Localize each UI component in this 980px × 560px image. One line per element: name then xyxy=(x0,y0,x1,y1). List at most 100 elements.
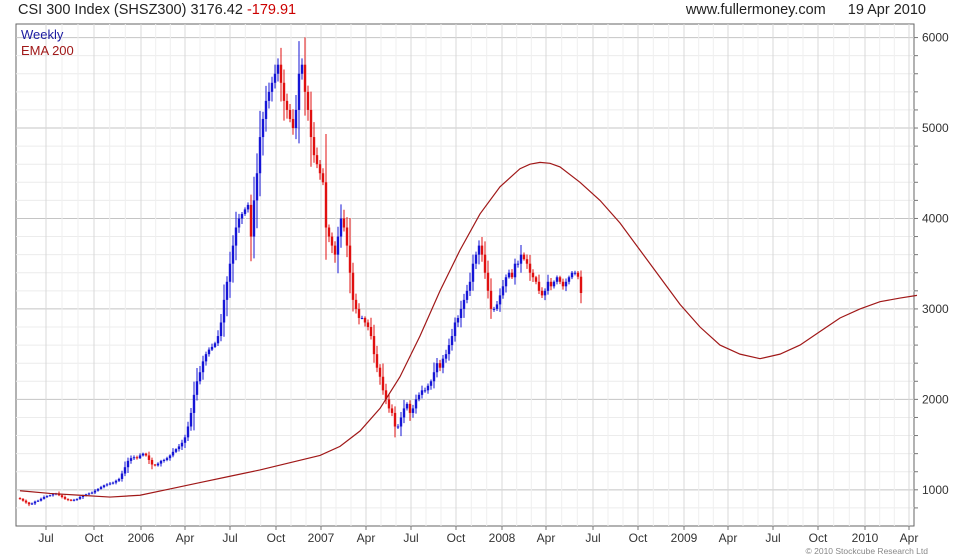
candle-body xyxy=(465,290,469,300)
candle-body xyxy=(246,204,250,210)
candle-body xyxy=(516,263,520,265)
candle-body xyxy=(327,227,331,237)
candle-body xyxy=(366,322,370,328)
candle-body xyxy=(510,272,514,278)
candle-body xyxy=(438,363,442,368)
candle-body xyxy=(21,498,25,501)
candle-body xyxy=(534,277,538,282)
x-tick-label: Apr xyxy=(719,531,738,545)
candle-body xyxy=(321,173,325,183)
candle-body xyxy=(444,354,448,359)
candle-body xyxy=(39,498,43,501)
candle-body xyxy=(354,299,358,309)
candle-body xyxy=(228,263,232,282)
candle-body xyxy=(579,276,583,293)
candle-body xyxy=(528,263,532,273)
change-value: -179.91 xyxy=(246,2,297,18)
grid xyxy=(16,24,914,526)
candle-body xyxy=(72,499,76,501)
candle-body xyxy=(306,91,310,110)
candle-body xyxy=(216,336,220,344)
candle-body xyxy=(282,82,286,101)
candle-body xyxy=(264,100,268,119)
candle-body xyxy=(540,290,544,296)
legend-weekly: Weekly xyxy=(21,27,64,42)
candle-body xyxy=(423,390,427,392)
candle-body xyxy=(189,412,193,427)
candle-body xyxy=(456,317,460,323)
candle-body xyxy=(558,277,562,282)
candle-body xyxy=(204,354,208,362)
candle-body xyxy=(183,437,187,443)
candle-body xyxy=(489,290,493,309)
candle-body xyxy=(384,390,388,400)
candle-body xyxy=(522,254,526,260)
legend-ema: EMA 200 xyxy=(21,43,74,58)
candle-body xyxy=(66,498,70,500)
candle-body xyxy=(477,245,481,255)
candle-body xyxy=(432,372,436,382)
candle-body xyxy=(357,308,361,318)
title-line: CSI 300 Index (SHSZ300) 3176.42 -179.91 xyxy=(18,2,296,18)
candle-body xyxy=(162,459,166,461)
y-tick-label: 3000 xyxy=(922,302,949,316)
candle-body xyxy=(300,64,304,74)
candle-body xyxy=(402,408,406,418)
candle-body xyxy=(99,487,103,489)
candle-body xyxy=(63,497,67,499)
candle-body xyxy=(102,485,106,488)
candle-body xyxy=(288,109,292,119)
site-link[interactable]: www.fullermoney.com xyxy=(685,2,826,18)
candle-body xyxy=(303,64,307,92)
candle-body xyxy=(351,272,355,300)
candle-body xyxy=(396,426,400,428)
candle-body xyxy=(258,137,262,174)
x-tick-label: Oct xyxy=(85,531,104,545)
candle-body xyxy=(435,363,439,373)
chart-header: CSI 300 Index (SHSZ300) 3176.42 -179.91 … xyxy=(0,0,980,22)
candle-body xyxy=(270,82,274,92)
ema-200-line xyxy=(19,161,918,498)
candle-body xyxy=(549,281,553,287)
candle-body xyxy=(450,336,454,346)
candle-body xyxy=(135,457,139,459)
candle-body xyxy=(249,204,253,237)
source-line: www.fullermoney.com 19 Apr 2010 xyxy=(686,2,926,18)
candle-body xyxy=(147,455,151,460)
candle-body xyxy=(441,358,445,368)
candle-body xyxy=(75,498,79,500)
candle-body xyxy=(387,399,391,409)
candle-body xyxy=(486,272,490,291)
candle-body xyxy=(474,254,478,264)
candle-body xyxy=(159,460,163,464)
candle-body xyxy=(60,495,64,498)
candle-body xyxy=(537,281,541,291)
x-tick-label: 2006 xyxy=(128,531,155,545)
candle-body xyxy=(126,460,130,468)
x-tick-label: 2009 xyxy=(671,531,698,545)
candle-body xyxy=(468,281,472,291)
candle-body xyxy=(495,304,499,309)
candle-body xyxy=(348,245,352,273)
x-tick-label: Oct xyxy=(629,531,648,545)
x-tick-label: Apr xyxy=(537,531,556,545)
y-tick-label: 6000 xyxy=(922,31,949,45)
candle-body xyxy=(69,499,73,501)
x-tick-label: Apr xyxy=(176,531,195,545)
candle-body xyxy=(174,449,178,452)
candle-body xyxy=(498,295,502,305)
candle-body xyxy=(318,164,322,174)
candle-body xyxy=(525,259,529,264)
candle-body xyxy=(30,503,34,505)
candle-body xyxy=(420,390,424,395)
candle-body xyxy=(90,492,94,494)
candle-body xyxy=(231,245,235,264)
candle-body xyxy=(120,473,124,479)
candle-body xyxy=(426,385,430,391)
x-tick-label: Jul xyxy=(585,531,600,545)
x-tick-label: Apr xyxy=(357,531,376,545)
candle-body xyxy=(129,458,133,461)
candle-body xyxy=(234,227,238,246)
candle-body xyxy=(408,403,412,413)
